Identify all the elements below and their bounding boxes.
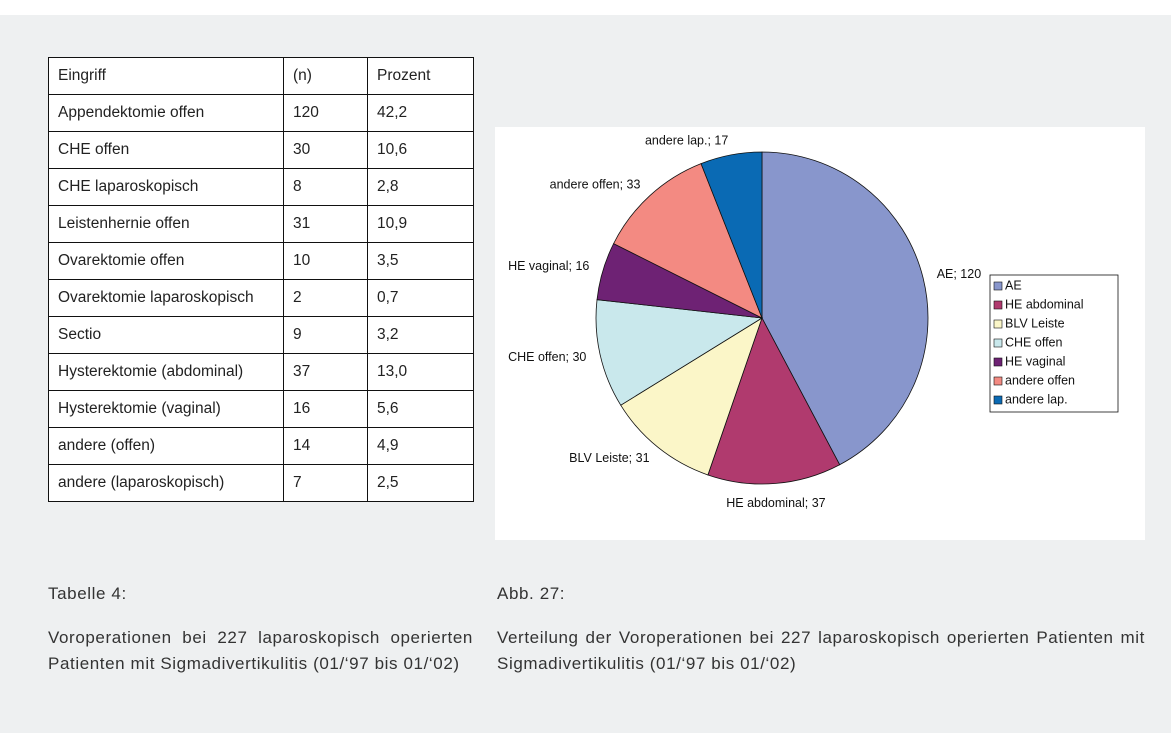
legend-swatch — [993, 338, 1003, 348]
table-row: Sectio 9 3,2 — [48, 316, 474, 354]
data-label: HE abdominal; 37 — [726, 496, 825, 510]
table-cell: 14 — [283, 427, 368, 465]
table-cell: 3,2 — [367, 316, 474, 354]
table-cell: Ovarektomie offen — [48, 242, 284, 280]
table-cell: Ovarektomie laparoskopisch — [48, 279, 284, 317]
pie-slice — [700, 151, 763, 319]
table-cell: 31 — [283, 205, 368, 243]
table-cell: 2,5 — [367, 464, 474, 502]
legend-swatch — [993, 281, 1003, 291]
table-cell: 10,6 — [367, 131, 474, 169]
chart: AE; 120 HE abdominal; 37 BLV Leiste; 31 CHE… — [495, 127, 1145, 540]
table-cell: andere (laparoskopisch) — [48, 464, 284, 502]
table-cell: 30 — [283, 131, 368, 169]
table-cell: (n) — [283, 57, 368, 95]
table-cell: 9 — [283, 316, 368, 354]
table-cell: 2 — [283, 279, 368, 317]
pie-slice — [620, 317, 763, 476]
table-caption-label: Tabelle 4: — [48, 584, 127, 603]
table-cell: Appendektomie offen — [48, 94, 284, 132]
table-cell: 10,9 — [367, 205, 474, 243]
table-row: CHE laparoskopisch 8 2,8 — [48, 168, 474, 206]
table: Eingriff (n) Prozent Appendektomie offen 120… — [48, 57, 474, 502]
table-cell: 120 — [283, 94, 368, 132]
data-label: BLV Leiste; 31 — [569, 451, 649, 465]
table-header-row: Eingriff (n) Prozent — [48, 57, 474, 95]
legend-label: andere lap. — [1005, 392, 1068, 406]
legend-swatch — [993, 300, 1003, 310]
table-cell: 2,8 — [367, 168, 474, 206]
table-row: Appendektomie offen 120 42,2 — [48, 94, 474, 132]
table-row: Hysterektomie (abdominal) 37 13,0 — [48, 353, 474, 391]
table-cell: Eingriff — [48, 57, 284, 95]
legend-swatch — [993, 376, 1003, 386]
pie-slice — [595, 299, 764, 406]
table-cell: andere (offen) — [48, 427, 284, 465]
legend-label: andere offen — [1005, 373, 1075, 387]
pie-slice — [707, 316, 841, 485]
legend-label: AE — [1005, 278, 1022, 292]
table-caption-text: Voroperationen bei 227 laparoskopisch op… — [48, 628, 473, 673]
legend-label: CHE offen — [1005, 335, 1062, 349]
table-cell: 4,9 — [367, 427, 474, 465]
table-row: andere (laparoskopisch) 7 2,5 — [48, 464, 474, 502]
table-row: andere (offen) 14 4,9 — [48, 427, 474, 465]
data-label: CHE offen; 30 — [508, 350, 586, 364]
data-label: andere lap.; 17 — [645, 133, 728, 147]
data-label: AE; 120 — [937, 267, 982, 281]
table-cell: 3,5 — [367, 242, 474, 280]
table-row: Ovarektomie laparoskopisch 2 0,7 — [48, 279, 474, 317]
pie-slice — [613, 163, 763, 319]
table-row: Leistenhernie offen 31 10,9 — [48, 205, 474, 243]
table-cell: 0,7 — [367, 279, 474, 317]
legend-swatch — [993, 319, 1003, 329]
table-cell: Hysterektomie (abdominal) — [48, 353, 284, 391]
table-row: Hysterektomie (vaginal) 16 5,6 — [48, 390, 474, 428]
data-label: HE vaginal; 16 — [508, 259, 589, 273]
table-cell: Hysterektomie (vaginal) — [48, 390, 284, 428]
table-cell: 8 — [283, 168, 368, 206]
legend-label: HE abdominal — [1005, 297, 1084, 311]
legend-label: HE vaginal — [1005, 354, 1065, 368]
figure-caption-label: Abb. 27: — [497, 584, 566, 603]
table-cell: 37 — [283, 353, 368, 391]
table-row: Ovarektomie offen 10 3,5 — [48, 242, 474, 280]
table-cell: 5,6 — [367, 390, 474, 428]
legend-box — [989, 274, 1119, 413]
table-cell: Leistenhernie offen — [48, 205, 284, 243]
data-label: andere offen; 33 — [550, 178, 641, 192]
pie-slice — [761, 151, 929, 466]
table-cell: 13,0 — [367, 353, 474, 391]
table-cell: Sectio — [48, 316, 284, 354]
table-cell: 42,2 — [367, 94, 474, 132]
table-row: CHE offen 30 10,6 — [48, 131, 474, 169]
table-cell: CHE laparoskopisch — [48, 168, 284, 206]
table-cell: Prozent — [367, 57, 474, 95]
table-cell: 7 — [283, 464, 368, 502]
legend-swatch — [993, 357, 1003, 367]
figure-caption-text: Verteilung der Voroperationen bei 227 la… — [497, 628, 1145, 673]
table-cell: 10 — [283, 242, 368, 280]
table-cell: 16 — [283, 390, 368, 428]
legend-swatch — [993, 395, 1003, 405]
legend-label: BLV Leiste — [1005, 316, 1065, 330]
table-cell: CHE offen — [48, 131, 284, 169]
